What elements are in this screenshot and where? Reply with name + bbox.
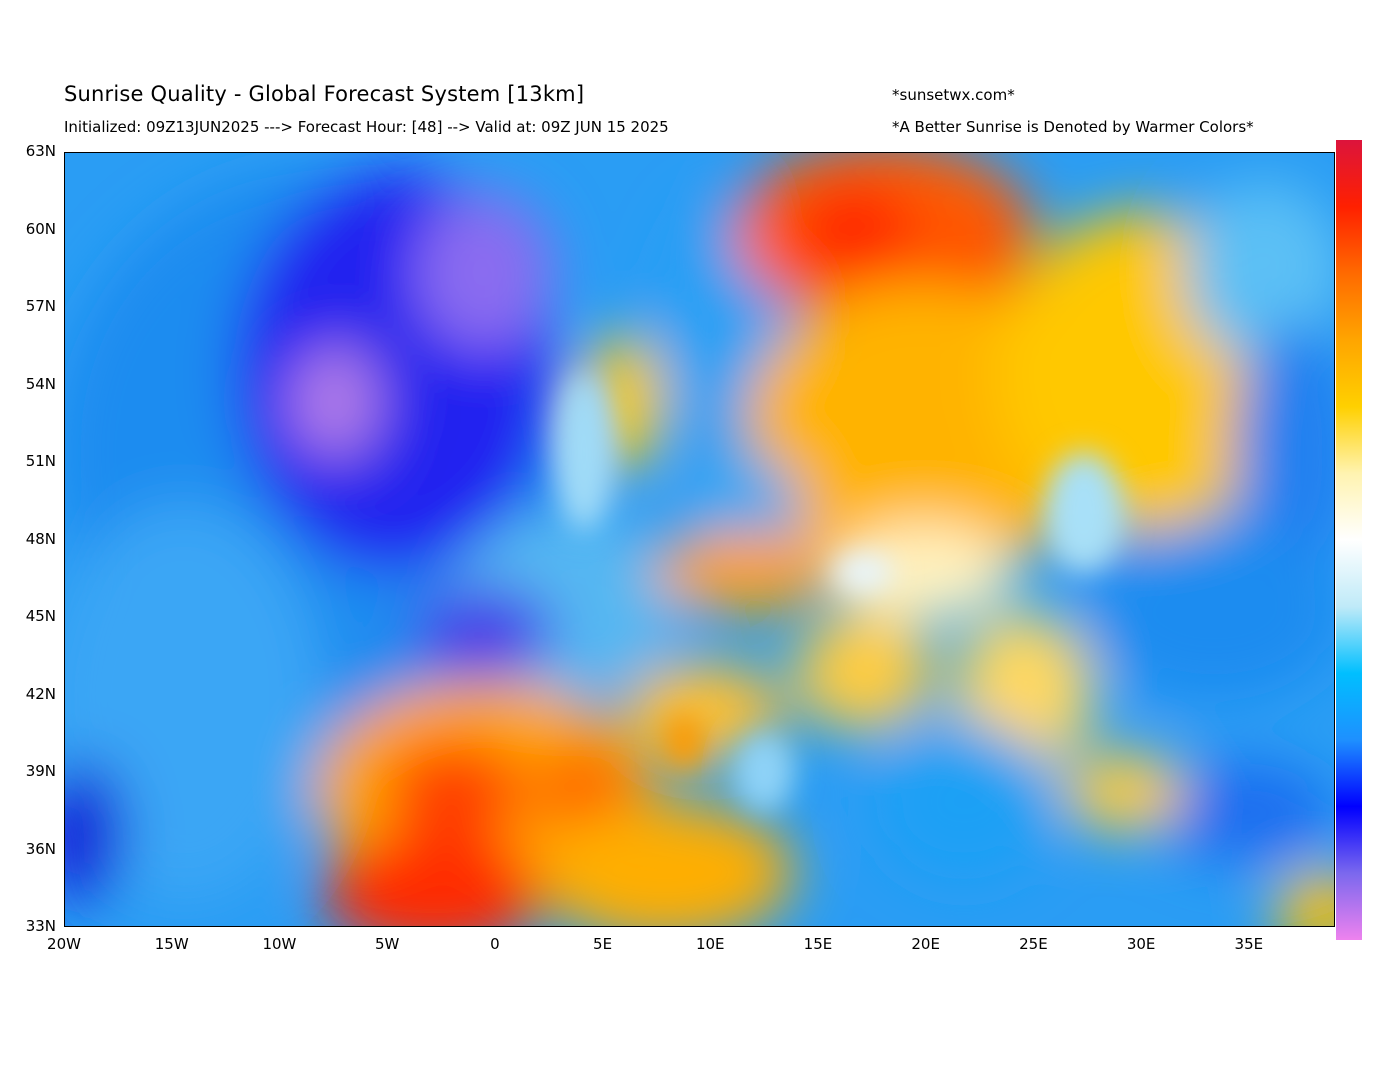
longitude-label: 10W [262,935,297,953]
forecast-map [64,152,1335,927]
longitude-label: 30E [1126,935,1156,953]
latitude-label: 45N [25,607,56,625]
latitude-label: 54N [25,374,56,393]
longitude-label: 15E [803,935,833,953]
map-frame [64,152,1335,927]
longitude-label: 35E [1234,935,1264,953]
color-note: *A Better Sunrise is Denoted by Warmer C… [892,118,1254,136]
latitude-label: 42N [25,684,56,703]
longitude-label: 20W [47,935,81,953]
latitude-label: 63N [25,142,56,160]
latitude-label: 36N [25,839,56,858]
latitude-label: 33N [25,917,56,935]
longitude-label: 10E [695,935,725,953]
latitude-label: 60N [25,219,56,238]
map-title: Sunrise Quality - Global Forecast System… [64,82,585,106]
latitude-label: 57N [25,297,56,315]
latitude-label: 39N [25,762,56,780]
color-scale-bar [1336,140,1362,940]
longitude-label: 20E [911,935,940,953]
longitude-label: 5E [593,935,613,953]
detail-field [554,372,1124,812]
latitude-label: 51N [25,452,56,470]
site-credit: *sunsetwx.com* [892,86,1015,104]
longitude-label: 25E [1019,935,1048,953]
quality-field [64,152,1335,927]
longitude-label: 5W [374,935,400,953]
color-scale-fill [1336,140,1362,940]
longitude-label: 0 [490,935,500,953]
latitude-label: 48N [25,529,56,548]
longitude-label: 15W [154,935,189,953]
forecast-info: Initialized: 09Z13JUN2025 ---> Forecast … [64,118,669,136]
